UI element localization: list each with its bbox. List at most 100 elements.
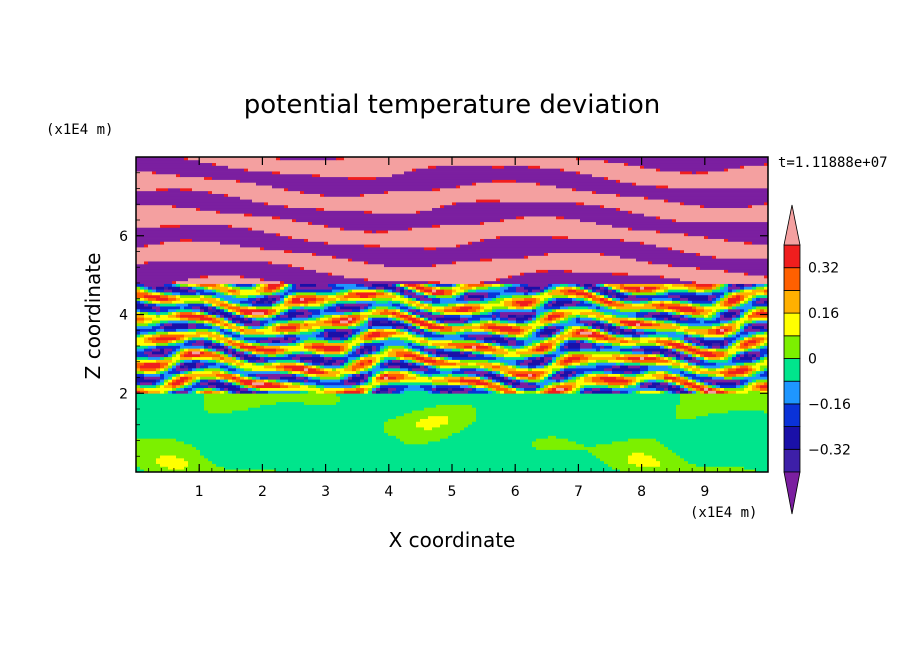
- contour-cell: [200, 337, 205, 341]
- contour-cell: [444, 314, 461, 318]
- contour-cell: [304, 345, 313, 349]
- contour-cell: [684, 387, 689, 391]
- contour-cell: [636, 314, 645, 318]
- contour-cell: [708, 328, 717, 332]
- contour-cell: [692, 390, 697, 394]
- contour-cell: [592, 376, 601, 380]
- contour-cell: [376, 300, 389, 304]
- contour-cell: [680, 317, 689, 321]
- contour-cell: [232, 300, 241, 304]
- contour-cell: [744, 342, 749, 346]
- contour-cell: [136, 356, 149, 360]
- contour-cell: [672, 365, 681, 369]
- contour-cell: [156, 171, 273, 175]
- contour-cell: [764, 331, 768, 335]
- contour-cell: [400, 337, 409, 341]
- contour-cell: [380, 244, 457, 248]
- contour-cell: [544, 362, 549, 366]
- contour-cell: [236, 322, 241, 327]
- contour-cell: [508, 275, 513, 279]
- contour-cell: [252, 390, 257, 394]
- contour-cell: [716, 297, 721, 301]
- contour-cell: [172, 292, 181, 296]
- contour-cell: [184, 351, 189, 355]
- contour-cell: [136, 427, 385, 431]
- contour-cell: [748, 317, 753, 321]
- contour-cell: [368, 382, 373, 386]
- contour-cell: [696, 337, 705, 341]
- contour-cell: [548, 365, 565, 369]
- contour-cell: [576, 317, 581, 321]
- contour-cell: [548, 339, 557, 344]
- contour-cell: [204, 289, 213, 293]
- contour-cell: [304, 339, 329, 344]
- contour-cell: [136, 280, 173, 284]
- contour-cell: [636, 373, 645, 377]
- contour-cell: [360, 328, 365, 332]
- contour-cell: [688, 367, 693, 372]
- contour-cell: [496, 387, 509, 391]
- contour-cell: [516, 373, 529, 377]
- contour-cell: [488, 359, 501, 363]
- contour-cell: [672, 283, 685, 287]
- contour-cell: [460, 384, 469, 389]
- contour-cell: [172, 382, 181, 386]
- contour-cell: [708, 373, 717, 377]
- contour-cell: [224, 362, 229, 366]
- contour-cell: [316, 320, 325, 324]
- contour-cell: [244, 168, 249, 172]
- contour-cell: [504, 348, 509, 352]
- contour-cell: [584, 443, 597, 448]
- contour-cell: [564, 314, 569, 318]
- contour-cell: [724, 294, 729, 299]
- contour-cell: [316, 390, 325, 394]
- contour-cell: [648, 367, 681, 372]
- contour-cell: [628, 379, 633, 383]
- contour-cell: [268, 320, 277, 324]
- contour-cell: [156, 382, 161, 386]
- contour-cell: [704, 337, 725, 341]
- contour-cell: [512, 387, 517, 391]
- contour-cell: [752, 308, 757, 313]
- contour-cell: [596, 306, 601, 310]
- contour-cell: [440, 353, 449, 358]
- contour-cell: [660, 353, 665, 358]
- contour-cell: [704, 384, 709, 389]
- contour-cell: [580, 311, 601, 315]
- contour-cell: [444, 376, 461, 380]
- contour-cell: [260, 247, 265, 251]
- contour-cell: [664, 353, 669, 358]
- contour-cell: [708, 345, 713, 349]
- contour-cell: [564, 328, 569, 332]
- contour-cell: [356, 300, 377, 304]
- contour-cell: [136, 261, 145, 265]
- contour-cell: [628, 292, 633, 296]
- contour-cell: [148, 337, 157, 341]
- contour-cell: [436, 384, 461, 389]
- contour-cell: [204, 303, 209, 307]
- contour-cell: [144, 244, 149, 248]
- contour-cell: [368, 373, 373, 377]
- contour-cell: [492, 297, 497, 301]
- contour-cell: [336, 157, 345, 161]
- contour-cell: [404, 303, 409, 307]
- contour-cell: [240, 275, 245, 279]
- contour-cell: [320, 325, 349, 329]
- contour-cell: [264, 362, 273, 366]
- contour-cell: [564, 376, 569, 380]
- contour-cell: [276, 353, 285, 358]
- contour-cell: [720, 297, 725, 301]
- contour-cell: [728, 328, 733, 332]
- contour-cell: [136, 207, 197, 211]
- contour-cell: [224, 283, 229, 287]
- contour-cell: [360, 334, 365, 338]
- contour-cell: [668, 334, 685, 338]
- contour-cell: [184, 306, 193, 310]
- contour-cell: [168, 353, 173, 358]
- contour-cell: [728, 410, 765, 414]
- contour-cell: [500, 292, 525, 296]
- contour-cell: [224, 306, 229, 310]
- contour-cell: [400, 283, 405, 287]
- contour-cell: [412, 320, 425, 324]
- contour-cell: [272, 185, 457, 189]
